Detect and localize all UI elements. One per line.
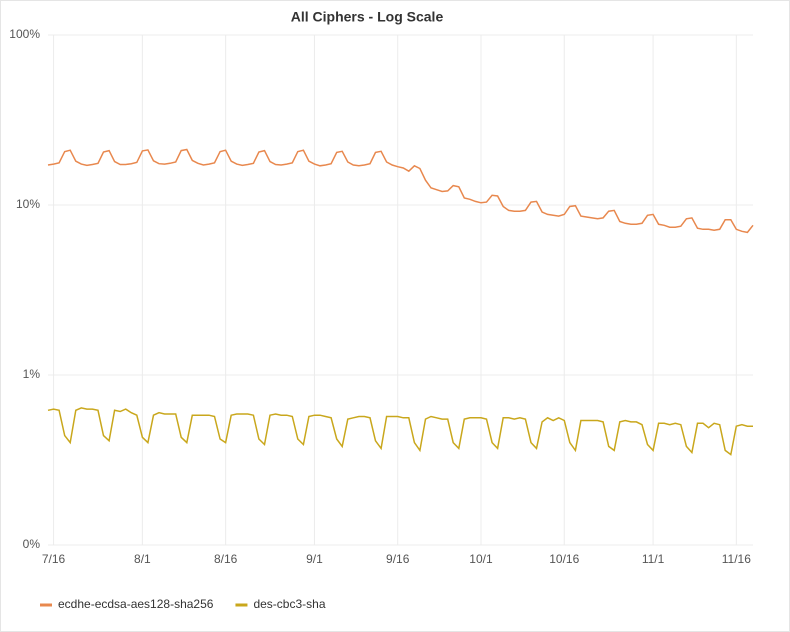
chart-title: All Ciphers - Log Scale (291, 9, 444, 25)
series-line (47, 407, 753, 456)
y-tick-label: 10% (16, 197, 40, 211)
x-tick-label: 10/1 (469, 552, 493, 566)
x-tick-label: 7/16 (42, 552, 66, 566)
y-tick-label: 1% (23, 367, 41, 381)
x-tick-label: 11/16 (722, 552, 751, 566)
x-tick-label: 8/1 (134, 552, 151, 566)
x-tick-label: 10/16 (549, 552, 579, 566)
x-tick-label: 9/1 (306, 552, 323, 566)
y-tick-label: 0% (23, 537, 41, 551)
x-tick-label: 9/16 (386, 552, 410, 566)
x-tick-label: 11/1 (642, 552, 665, 566)
legend-label: des-cbc3-sha (253, 597, 325, 611)
legend-label: ecdhe-ecdsa-aes128-sha256 (58, 597, 214, 611)
x-tick-label: 8/16 (214, 552, 238, 566)
y-tick-label: 100% (9, 27, 40, 41)
series-line (47, 148, 754, 234)
